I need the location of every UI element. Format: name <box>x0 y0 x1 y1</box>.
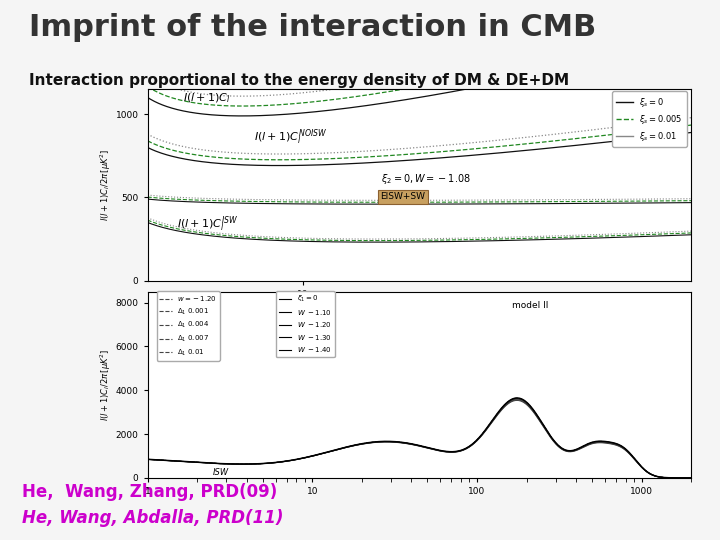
Text: He, Wang, Abdalla, PRD(11): He, Wang, Abdalla, PRD(11) <box>22 509 283 526</box>
Text: Interaction proportional to the energy density of DM & DE+DM: Interaction proportional to the energy d… <box>29 73 569 88</box>
Text: EISW+SW: EISW+SW <box>381 192 426 201</box>
Text: $\xi_2=0,W=-1.08$: $\xi_2=0,W=-1.08$ <box>381 172 470 186</box>
Text: model II: model II <box>512 301 548 310</box>
Legend: $\xi_1=0$, $W\ -1.10$, $W\ -1.20$, $W\ -1.30$, $W\ -1.40$: $\xi_1=0$, $W\ -1.10$, $W\ -1.20$, $W\ -… <box>276 292 335 357</box>
Text: He,  Wang, Zhang, PRD(09): He, Wang, Zhang, PRD(09) <box>22 483 277 501</box>
Text: $I(l+1)C_l^{NOISW}$: $I(l+1)C_l^{NOISW}$ <box>254 127 328 147</box>
Text: $I(l+1)C_l^{ISW}$: $I(l+1)C_l^{ISW}$ <box>176 214 238 234</box>
Y-axis label: $l(l+1)C_l/2\pi\,[\mu K^2]$: $l(l+1)C_l/2\pi\,[\mu K^2]$ <box>99 149 113 221</box>
Text: Imprint of the interaction in CMB: Imprint of the interaction in CMB <box>29 14 596 43</box>
Y-axis label: $l(l+1)C_l/2\pi\,[\mu K^2]$: $l(l+1)C_l/2\pi\,[\mu K^2]$ <box>99 349 113 421</box>
Legend: $\xi_s=0$, $\xi_s=0.005$, $\xi_s=0.01$: $\xi_s=0$, $\xi_s=0.005$, $\xi_s=0.01$ <box>612 91 687 147</box>
Text: $I(l+1)C_l$: $I(l+1)C_l$ <box>183 91 230 105</box>
Text: ISW: ISW <box>213 468 229 477</box>
